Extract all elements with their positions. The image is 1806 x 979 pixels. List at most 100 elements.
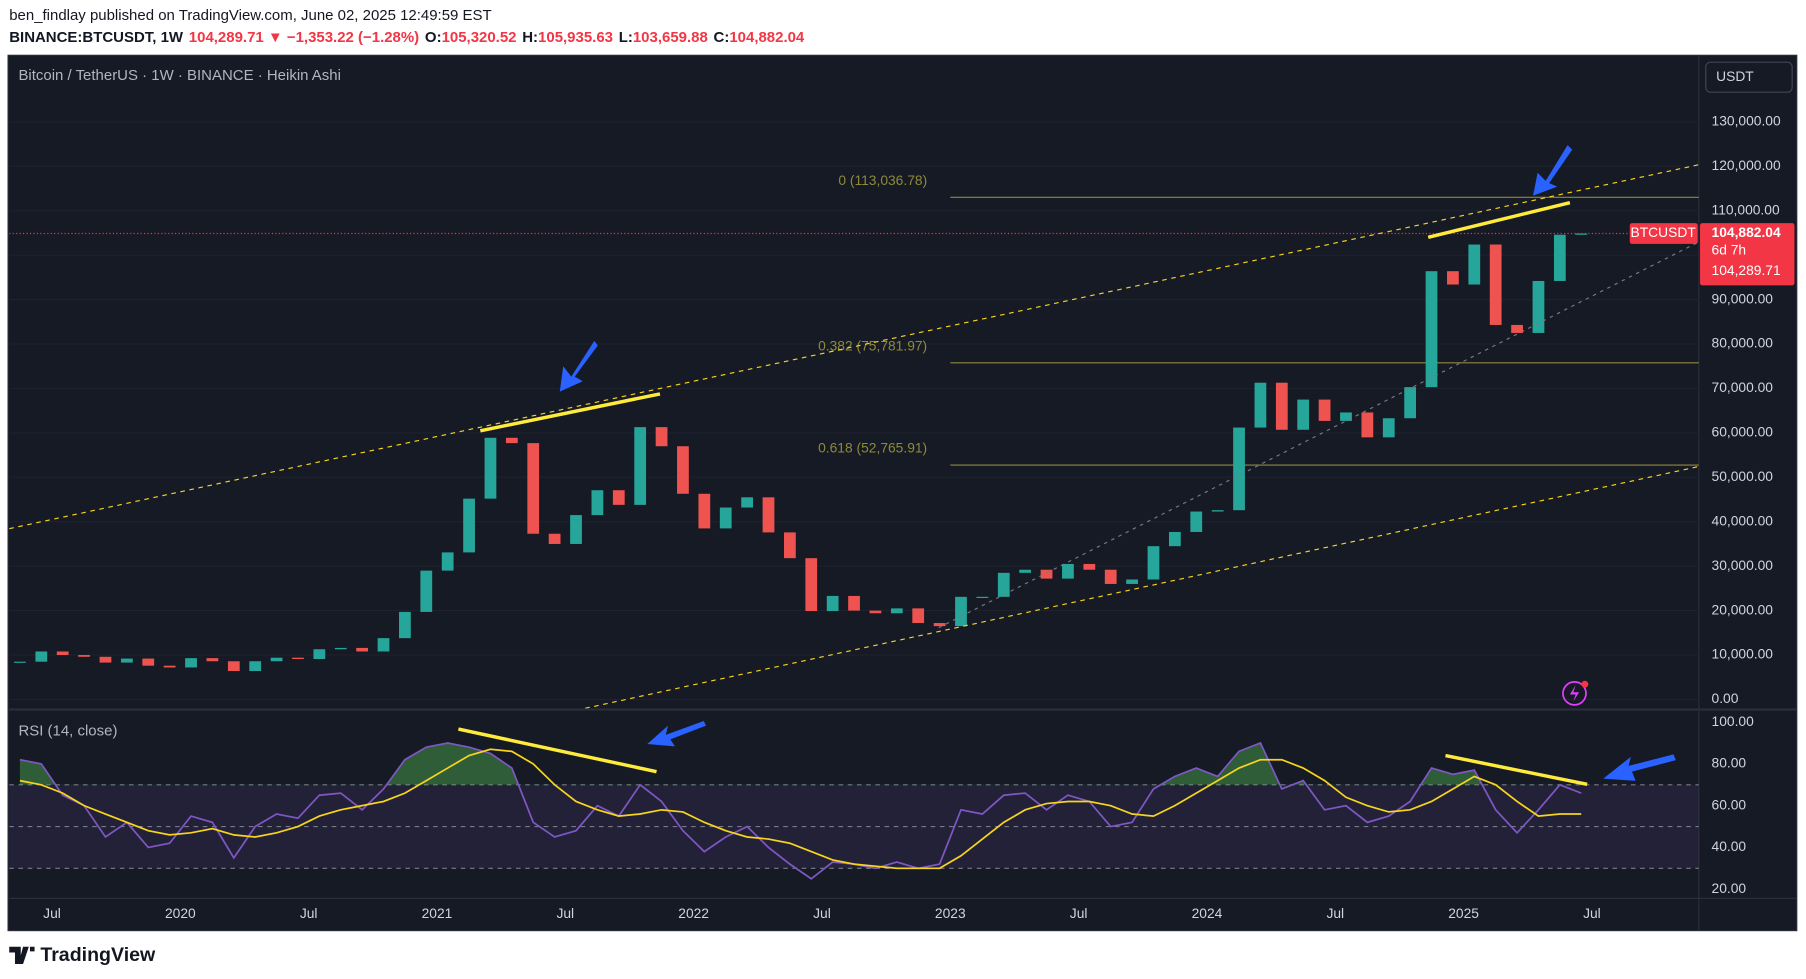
candle <box>99 656 112 663</box>
arrow <box>1533 145 1573 196</box>
candle <box>570 515 582 544</box>
candle <box>292 657 304 660</box>
chart-title: Bitcoin / TetherUS · 1W · BINANCE · Heik… <box>18 67 340 84</box>
rsi-tick-label: 60.00 <box>1712 796 1747 812</box>
candle <box>1211 510 1224 512</box>
symbol-tag <box>1629 223 1698 244</box>
x-tick-label: Jul <box>1583 905 1601 921</box>
x-tick-label: Jul <box>300 905 318 921</box>
drawings <box>9 145 1699 709</box>
candle <box>441 552 454 571</box>
trend-line <box>458 727 657 774</box>
candle <box>826 595 839 612</box>
candle <box>719 507 732 529</box>
candle <box>762 497 775 533</box>
symbol-part: C: <box>714 29 730 46</box>
rsi-line <box>19 741 1582 880</box>
candle <box>1468 244 1481 285</box>
y-tick-label: 50,000.00 <box>1712 468 1774 484</box>
candle <box>1553 234 1566 281</box>
logo: TradingView <box>9 944 156 966</box>
rsi-band <box>9 784 1699 869</box>
channel-mid <box>938 241 1699 629</box>
candle <box>1447 271 1459 285</box>
rsi-tick-label: 80.00 <box>1712 755 1747 771</box>
y-tick-label: 40,000.00 <box>1712 512 1774 528</box>
candle <box>270 657 283 662</box>
candle <box>655 427 668 447</box>
x-tick-label: 2025 <box>1448 905 1479 921</box>
candle <box>976 596 989 598</box>
y-tick-label: 80,000.00 <box>1712 335 1774 351</box>
x-tick-label: 2021 <box>422 905 453 921</box>
candle <box>1104 569 1117 584</box>
symbol-part: 103,659.88 <box>633 29 708 46</box>
y-tick-label: 70,000.00 <box>1712 379 1774 395</box>
rsi-drawings <box>458 721 1676 787</box>
channel-lower <box>584 465 1699 709</box>
x-tick-label: 2020 <box>165 905 196 921</box>
candle <box>1168 531 1181 547</box>
candle <box>1425 271 1438 388</box>
candle <box>1511 324 1523 333</box>
y-tick-label: 20,000.00 <box>1712 601 1774 617</box>
candle <box>1340 412 1352 421</box>
y-tick-label: 90,000.00 <box>1712 290 1774 306</box>
symbol-part: H: <box>522 29 538 46</box>
x-tick-label: Jul <box>813 905 831 921</box>
alert-icon[interactable] <box>1562 680 1587 706</box>
brand: TradingView <box>40 944 156 966</box>
candle <box>1040 569 1053 579</box>
symbol-part: O: <box>425 29 442 46</box>
fib-label: 0 (113,036.78) <box>838 172 927 188</box>
candle <box>1382 418 1395 438</box>
candle <box>185 658 197 668</box>
candle <box>848 595 860 611</box>
candle <box>1361 412 1374 438</box>
candle <box>1489 244 1502 325</box>
trend-line <box>1427 201 1571 239</box>
candle <box>527 443 540 534</box>
arrow <box>559 340 598 392</box>
candle <box>805 558 818 612</box>
rsi-pane <box>9 741 1699 880</box>
candle <box>1233 427 1245 511</box>
candle <box>35 651 48 662</box>
candle <box>399 611 411 639</box>
candle <box>334 647 347 650</box>
symbol-part: 104,882.04 <box>729 29 805 46</box>
trend-line <box>479 392 661 433</box>
candle <box>1019 569 1032 573</box>
candle <box>56 651 69 656</box>
price-tag <box>1700 223 1795 286</box>
symbol-part: BINANCE:BTCUSDT, 1W <box>9 29 184 46</box>
symbol-tag-label: BTCUSDT <box>1631 224 1697 240</box>
rsi-tick-label: 40.00 <box>1712 838 1747 854</box>
rsi-tick-label: 100.00 <box>1712 713 1755 729</box>
arrow <box>1603 754 1676 781</box>
y-tick-label: 30,000.00 <box>1712 557 1774 573</box>
candle <box>1083 563 1096 570</box>
candle <box>313 649 326 660</box>
alert-dot <box>1581 680 1589 688</box>
candle <box>1126 579 1138 584</box>
fib-label: 0.382 (75,781.97) <box>818 337 927 353</box>
candle <box>548 533 561 544</box>
candle <box>377 638 390 652</box>
channel-upper <box>9 164 1699 530</box>
candle <box>1062 563 1074 579</box>
y-tick-label: 60,000.00 <box>1712 424 1774 440</box>
candle <box>1318 399 1331 421</box>
candle <box>463 498 475 553</box>
candle <box>163 665 176 668</box>
y-tick-label: 10,000.00 <box>1712 646 1774 662</box>
currency-button[interactable] <box>1705 61 1793 93</box>
candle <box>1275 382 1288 430</box>
candle <box>142 658 155 666</box>
x-tick-label: Jul <box>556 905 574 921</box>
x-tick-label: 2022 <box>678 905 709 921</box>
publisher: ben_findlay published on TradingView.com… <box>9 7 491 24</box>
candle <box>1532 280 1545 333</box>
arrow <box>647 721 707 747</box>
